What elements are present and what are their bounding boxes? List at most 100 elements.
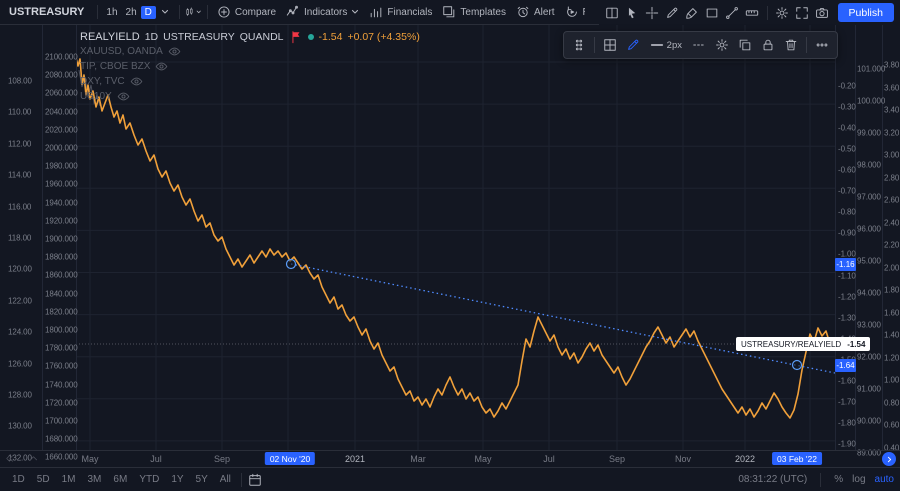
trendline-start-handle[interactable] xyxy=(285,258,297,270)
scale-tick: 1960.000 xyxy=(45,179,78,189)
price-scale-right-outer[interactable]: 3.80 3.60 3.40 3.20 3.00 2.80 2.60 2.40 2.20 2.00… xyxy=(882,24,900,453)
templates-button[interactable]: Templates xyxy=(437,0,511,24)
price-scale-right-mid[interactable]: 101.000 100.000 99.000 98.000 97.000 96.000 95… xyxy=(855,24,886,458)
log-scale-button[interactable]: log xyxy=(852,474,866,485)
camera-icon[interactable] xyxy=(813,2,832,24)
collapse-left-icon[interactable] xyxy=(4,453,15,464)
eye-icon[interactable] xyxy=(155,60,168,73)
chart-style-button[interactable] xyxy=(184,1,203,23)
scale-tick: 3.20 xyxy=(884,128,900,137)
time-tick: May xyxy=(474,454,492,464)
settings-gear-icon[interactable] xyxy=(711,34,733,56)
scale-divider xyxy=(835,24,836,450)
gear-icon[interactable] xyxy=(773,2,792,24)
scale-tick: 1660.000 xyxy=(45,452,78,462)
range-3m-button[interactable]: 3M xyxy=(87,474,102,485)
time-tick: Mar xyxy=(410,454,426,464)
interval-2h-button[interactable]: 2h xyxy=(125,6,137,18)
scale-tick: 1.20 xyxy=(884,353,900,362)
line-color-pencil-icon[interactable] xyxy=(622,34,644,56)
scale-divider xyxy=(882,24,883,450)
eye-icon[interactable] xyxy=(168,45,181,58)
replay-label: Replay xyxy=(583,7,585,18)
clone-icon[interactable] xyxy=(734,34,756,56)
auto-scale-button[interactable]: auto xyxy=(874,474,894,485)
ruler-icon[interactable] xyxy=(743,2,762,24)
trendline-end-handle[interactable] xyxy=(791,359,803,371)
price-series-line[interactable] xyxy=(76,57,831,419)
interval-1d-button[interactable]: D xyxy=(140,5,156,19)
scale-tick: 2000.000 xyxy=(45,143,78,153)
trash-icon[interactable] xyxy=(780,34,802,56)
line-width-button[interactable]: 2px xyxy=(645,34,687,56)
scale-tick: -1.80 xyxy=(838,418,856,428)
legend-main-row[interactable]: REALYIELD 1D USTREASURY QUANDL -1.54 +0.… xyxy=(80,29,420,44)
time-axis[interactable]: May Jul Sep 2021 Mar May Jul Sep Nov 2022 02 Nov '… xyxy=(0,450,900,467)
indicators-button[interactable]: Indicators xyxy=(281,0,364,24)
price-scale-left-inner[interactable]: 2100.000 2080.000 2060.000 2040.000 2020.000… xyxy=(42,24,78,462)
scale-tick: 2100.000 xyxy=(45,52,78,62)
replay-button[interactable]: Replay xyxy=(560,0,585,24)
publish-button[interactable]: Publish xyxy=(837,3,894,22)
legend-hidden-row[interactable]: XAUUSD, OANDA xyxy=(80,44,420,59)
line-style-dotted-icon[interactable] xyxy=(688,34,710,56)
range-all-button[interactable]: All xyxy=(219,474,231,485)
compare-button[interactable]: Compare xyxy=(212,0,281,24)
lock-icon[interactable] xyxy=(757,34,779,56)
symbol-search-button[interactable]: USTREASURY xyxy=(0,0,93,24)
interval-menu-chevron-down-icon[interactable] xyxy=(156,1,175,23)
more-dots-icon[interactable] xyxy=(811,34,833,56)
scale-adjust-icon[interactable] xyxy=(28,453,39,464)
legend-last-value: -1.54 xyxy=(318,30,343,43)
fullscreen-icon[interactable] xyxy=(793,2,812,24)
scale-tick: 124.00 xyxy=(8,327,32,337)
alert-button[interactable]: Alert xyxy=(511,0,560,24)
range-5y-button[interactable]: 5Y xyxy=(195,474,208,485)
scale-tick: 95.000 xyxy=(857,256,881,266)
legend-hidden-row[interactable]: DXY, TVC xyxy=(80,74,420,89)
trendline-price-badge: -1.16 xyxy=(835,258,856,271)
time-tick: 2022 xyxy=(734,454,756,464)
range-5d-button[interactable]: 5D xyxy=(36,474,50,485)
scale-tick: 1.00 xyxy=(884,375,900,385)
chart-plot-area[interactable] xyxy=(0,24,900,450)
interval-1h-button[interactable]: 1h xyxy=(106,6,118,18)
flag-icon[interactable] xyxy=(289,30,303,44)
brush-icon[interactable] xyxy=(683,2,702,24)
scale-tick: 1.40 xyxy=(884,330,900,340)
scale-tick: 1680.000 xyxy=(45,434,78,444)
financials-button[interactable]: Financials xyxy=(364,0,437,24)
scale-tick: 90.000 xyxy=(857,416,881,426)
grid-style-icon[interactable] xyxy=(599,34,621,56)
cursor-icon[interactable] xyxy=(623,2,642,24)
price-scale-left-outer[interactable]: 108.00 110.00 112.00 114.00 116.00 118.00 120.… xyxy=(0,24,42,463)
clock-utc[interactable]: 08:31:22 (UTC) xyxy=(738,474,808,485)
scale-tick: 101.000 xyxy=(857,64,886,74)
range-1m-button[interactable]: 1M xyxy=(61,474,76,485)
scale-tick: 118.00 xyxy=(8,233,32,243)
calendar-icon[interactable] xyxy=(246,469,265,491)
layout-icon[interactable] xyxy=(603,2,622,24)
scale-tick: 0.40 xyxy=(884,443,900,452)
range-1y-button[interactable]: 1Y xyxy=(171,474,184,485)
range-1d-button[interactable]: 1D xyxy=(12,474,25,485)
rectangle-icon[interactable] xyxy=(703,2,722,24)
percent-scale-button[interactable]: % xyxy=(834,474,844,485)
go-to-realtime-button[interactable] xyxy=(882,452,896,466)
scale-tick: 128.00 xyxy=(8,390,32,400)
legend-hidden-row[interactable]: TIP, CBOE BZX xyxy=(80,59,420,74)
legend: REALYIELD 1D USTREASURY QUANDL -1.54 +0.… xyxy=(80,29,420,104)
drawing-date-badge: 03 Feb '22 xyxy=(772,452,822,465)
drag-handle-icon[interactable] xyxy=(568,34,590,56)
crosshair-icon[interactable] xyxy=(643,2,662,24)
range-ytd-button[interactable]: YTD xyxy=(139,474,160,485)
price-scale-right-main[interactable]: -0.20 -0.30 -0.40 -0.50 -0.60 -0.70 -0.80 -0.90… xyxy=(835,24,856,450)
trendline-icon[interactable] xyxy=(723,2,742,24)
legend-hidden-row[interactable]: US10Y xyxy=(80,89,420,104)
eye-icon[interactable] xyxy=(117,90,130,103)
scale-tick: -1.20 xyxy=(838,292,856,302)
range-6m-button[interactable]: 6M xyxy=(113,474,128,485)
scale-tick: -0.90 xyxy=(838,228,856,238)
eye-icon[interactable] xyxy=(130,75,143,88)
pencil-icon[interactable] xyxy=(663,2,682,24)
